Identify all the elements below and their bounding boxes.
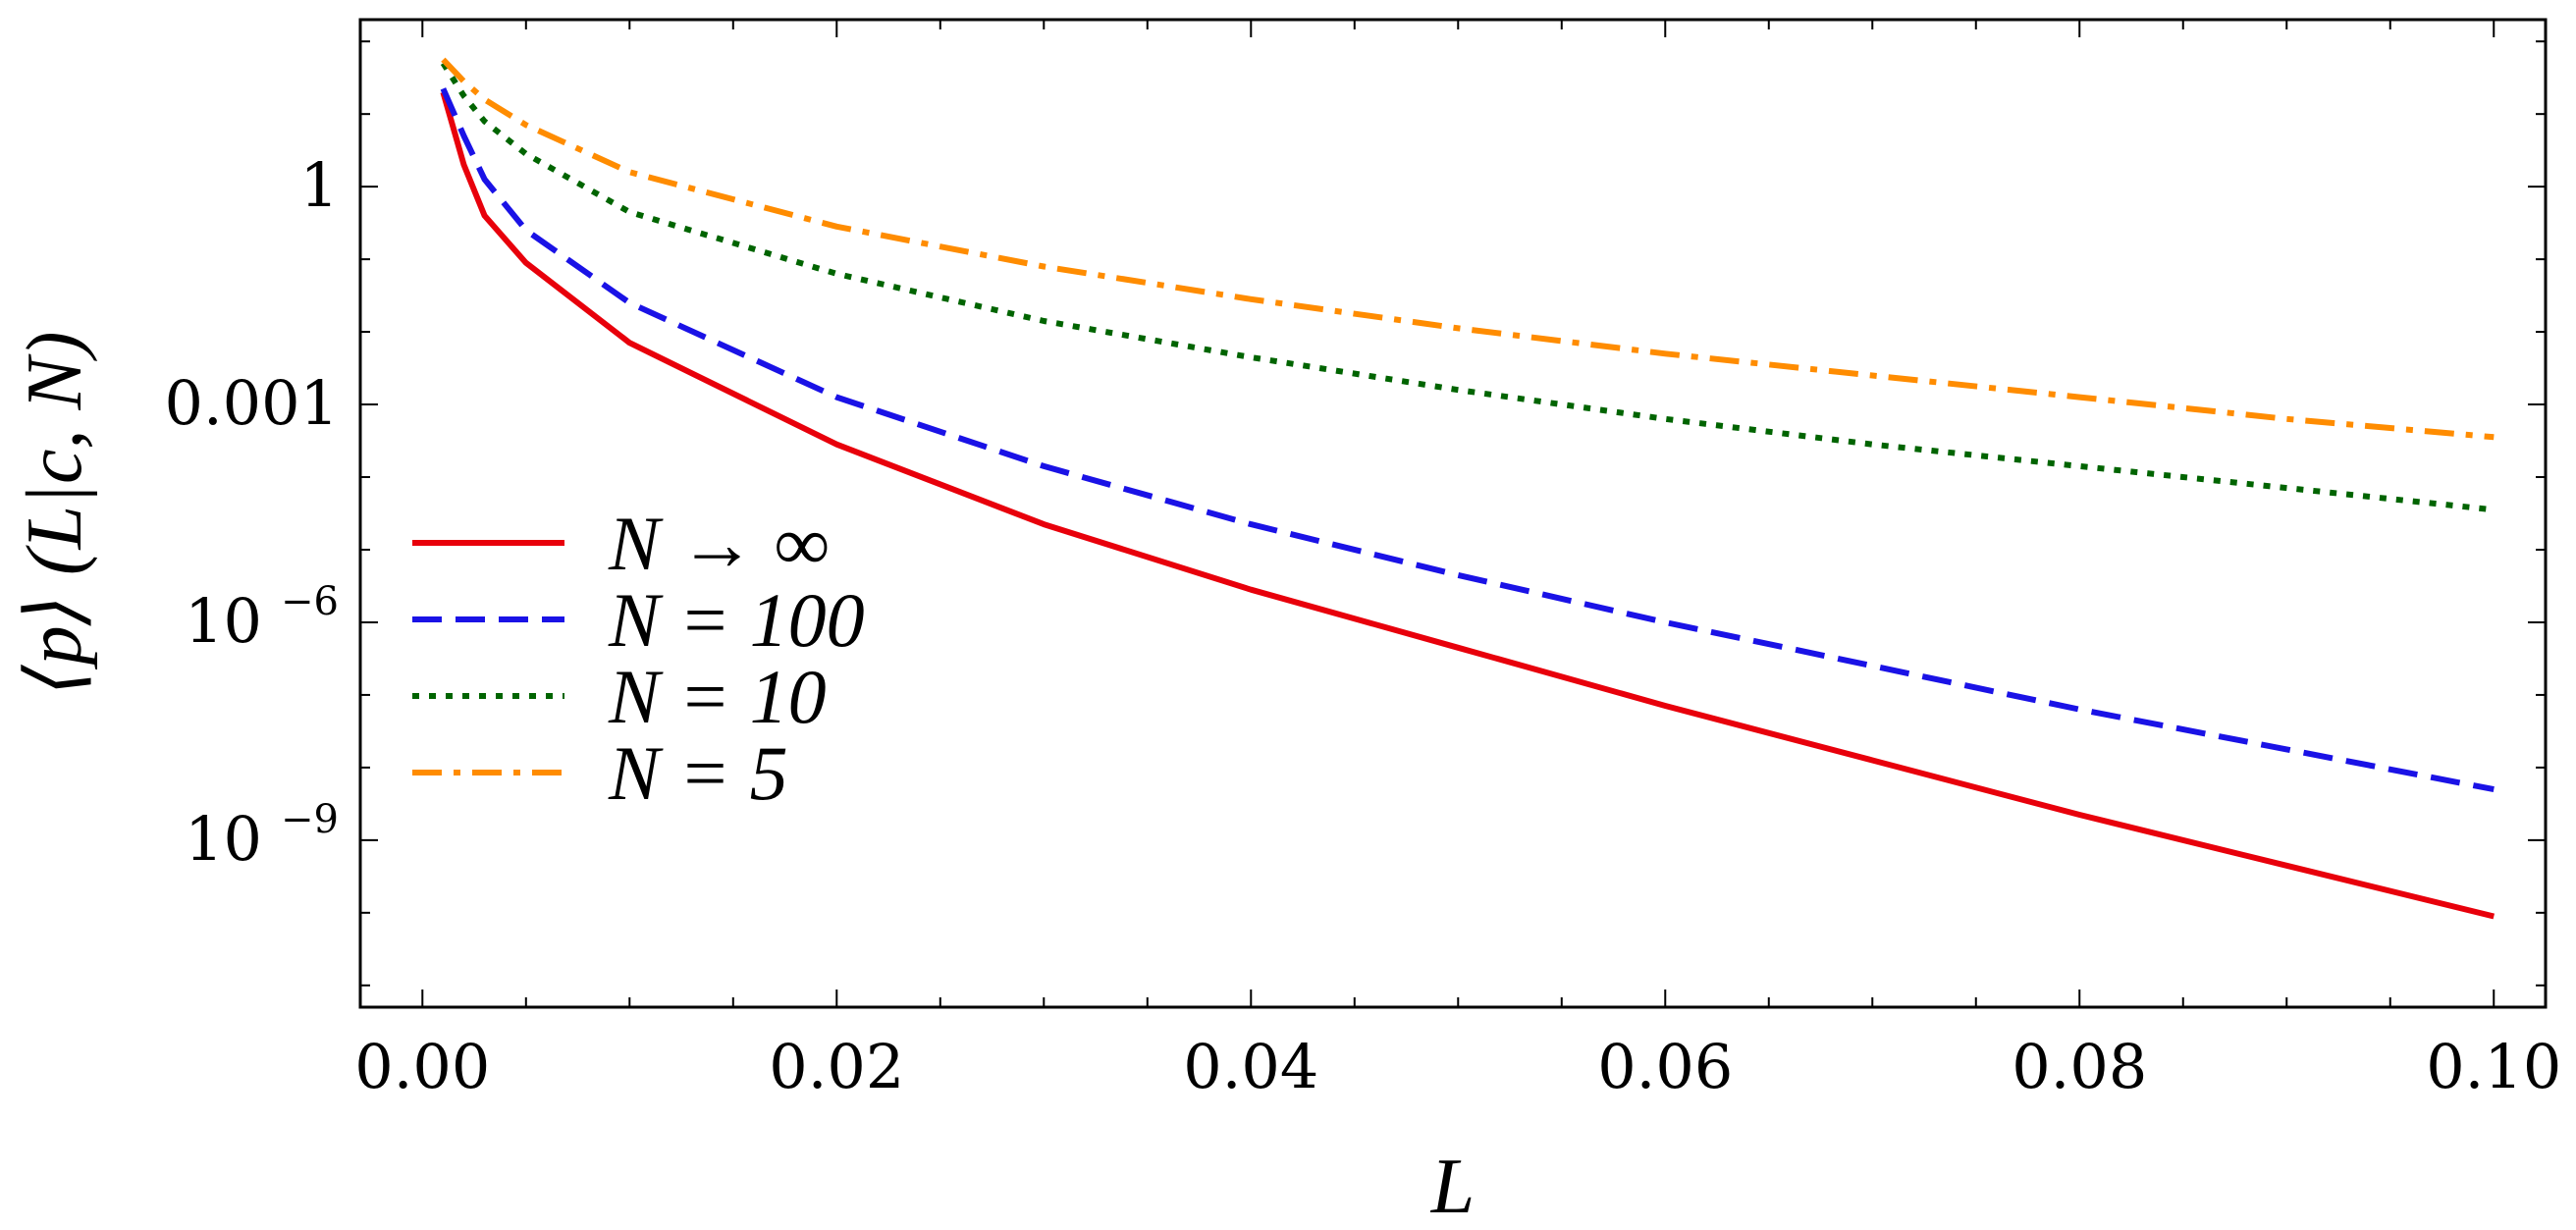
series-line-4 xyxy=(441,57,2495,441)
plot-frame xyxy=(358,18,2548,1009)
series-lines xyxy=(440,57,2496,920)
y-tick-label: 1 xyxy=(300,149,339,221)
x-tick-label: 0.10 xyxy=(2426,1031,2561,1102)
y-tick-base: 10 xyxy=(185,803,262,875)
x-tick-label: 0.08 xyxy=(2012,1031,2147,1102)
x-tick-label: 0.02 xyxy=(769,1031,904,1102)
x-tick-label: 0.04 xyxy=(1183,1031,1318,1102)
legend-label-4: N = 5 xyxy=(608,730,788,816)
y-axis-label: ⟨p⟩ (L|c, N) xyxy=(12,331,98,695)
legend-label-2: N = 100 xyxy=(608,577,865,663)
y-tick-exponent: −6 xyxy=(281,579,339,624)
y-tick-label: 0.001 xyxy=(165,367,340,439)
tick-marks: 0.00 0.02 0.04 0.06 0.08 0.10 1 0.001 −6 10 −9 10 xyxy=(165,20,2561,1102)
legend-label-3: N = 10 xyxy=(608,654,827,739)
series-line-1 xyxy=(440,91,2496,920)
series-line-3 xyxy=(440,61,2495,513)
y-tick-base: 10 xyxy=(185,585,262,657)
y-tick-exponent: −9 xyxy=(281,797,339,842)
x-axis-label: L xyxy=(1430,1144,1476,1230)
legend-label-1: N → ∞ xyxy=(608,501,830,586)
x-tick-label: 0.00 xyxy=(354,1031,490,1102)
series-line-2 xyxy=(440,87,2495,793)
x-tick-label: 0.06 xyxy=(1597,1031,1733,1102)
